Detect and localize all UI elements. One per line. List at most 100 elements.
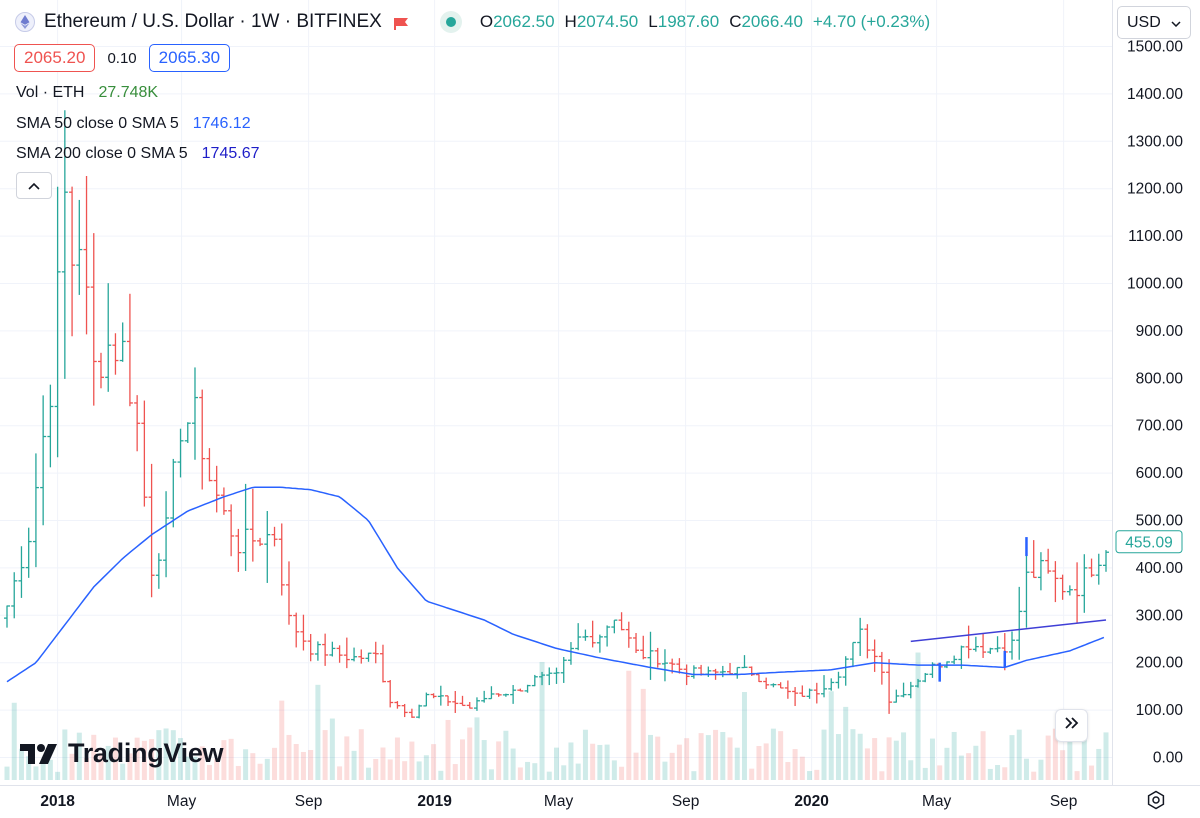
legend-volume-label: Vol · ETH bbox=[16, 84, 85, 101]
volume-bar bbox=[185, 756, 191, 780]
ohlc-bar bbox=[893, 689, 900, 703]
volume-bar bbox=[1103, 732, 1109, 780]
volume-bar bbox=[937, 765, 943, 780]
ohlc-bar bbox=[293, 612, 300, 648]
collapse-legend-button[interactable] bbox=[16, 172, 52, 199]
ohlc-bar bbox=[329, 641, 336, 657]
volume-bar bbox=[55, 771, 61, 780]
buy-price-button[interactable]: 2065.30 bbox=[148, 44, 231, 72]
volume-bar bbox=[944, 747, 950, 780]
currency-selector[interactable]: USD bbox=[1117, 6, 1191, 39]
flag-icon[interactable] bbox=[393, 15, 410, 30]
ohlc-bar bbox=[842, 656, 849, 686]
gear-icon[interactable] bbox=[1143, 787, 1169, 813]
volume-bar bbox=[929, 738, 935, 780]
ohlc-bar bbox=[647, 631, 654, 680]
volume-bar bbox=[445, 719, 451, 780]
ohlc-bar bbox=[213, 465, 220, 513]
ohlc-bar bbox=[452, 690, 459, 713]
ohlc-bar bbox=[163, 491, 170, 578]
chevron-up-icon bbox=[28, 177, 40, 195]
ohlc-bar bbox=[473, 697, 480, 711]
currency-label: USD bbox=[1127, 13, 1161, 31]
ohlc-bar bbox=[611, 619, 618, 634]
volume-bar bbox=[1002, 767, 1008, 780]
price-tick-label: 1000.00 bbox=[1127, 276, 1183, 293]
legend-volume[interactable]: Vol · ETH 27.748K bbox=[16, 84, 158, 102]
price-change: +4.70 (+0.23%) bbox=[812, 12, 931, 31]
ohlc-bar bbox=[625, 621, 632, 648]
price-axis[interactable]: 0.00 100.00 200.00 300.00 400.00 500.00 600.00… bbox=[1112, 0, 1200, 818]
ohlc-bar bbox=[466, 701, 473, 709]
ohlc-bar bbox=[155, 553, 162, 589]
ohlc-bar bbox=[900, 682, 907, 698]
chevron-down-icon bbox=[1171, 14, 1181, 32]
volume-bar bbox=[156, 730, 162, 780]
trendline bbox=[910, 619, 1107, 643]
ohlc-bar bbox=[633, 632, 640, 653]
price-tick-label: 400.00 bbox=[1136, 560, 1184, 577]
tradingview-logo-icon bbox=[20, 743, 57, 764]
volume-bar bbox=[11, 702, 17, 780]
time-tick-label: May bbox=[922, 793, 952, 810]
ohlc-bar bbox=[821, 675, 828, 698]
ohlc-bar bbox=[560, 656, 567, 683]
ohlc-bar bbox=[387, 679, 394, 708]
ohlc-bar bbox=[719, 665, 726, 678]
legend-sma50[interactable]: SMA 50 close 0 SMA 5 1746.12 bbox=[16, 115, 251, 133]
volume-bar bbox=[293, 743, 299, 780]
sma-lines bbox=[6, 486, 1107, 683]
volume-bar bbox=[510, 748, 516, 780]
ohlc-bar bbox=[1088, 558, 1095, 578]
tradingview-logo[interactable]: TradingView bbox=[20, 738, 224, 769]
legend-sma200[interactable]: SMA 200 close 0 SMA 5 1745.67 bbox=[16, 145, 260, 163]
volume-bar bbox=[279, 700, 285, 780]
volume-bar bbox=[814, 769, 820, 780]
volume-bar bbox=[84, 757, 90, 780]
ohlc-bar bbox=[582, 629, 589, 641]
volume-bar bbox=[525, 761, 531, 780]
volume-bar bbox=[1031, 771, 1037, 780]
ohlc-key: O bbox=[479, 12, 494, 31]
ohlc-bar bbox=[76, 199, 83, 295]
ohlc-value: 2062.50 bbox=[493, 12, 555, 31]
volume-bar bbox=[33, 766, 39, 780]
ohlc-bar bbox=[1052, 561, 1059, 603]
ohlc-bar bbox=[596, 634, 603, 653]
ohlc-bar bbox=[618, 612, 625, 631]
ohlc-bar bbox=[184, 422, 191, 444]
ohlc-bar bbox=[1037, 552, 1044, 591]
volume-bar bbox=[40, 763, 46, 780]
volume-bar bbox=[163, 728, 169, 780]
status-dot-icon[interactable] bbox=[439, 11, 462, 33]
symbol-title[interactable]: Ethereum / U.S. Dollar · 1W · BITFINEX bbox=[44, 11, 382, 32]
ohlc-bar bbox=[488, 686, 495, 700]
volume-bar bbox=[228, 738, 234, 780]
volume-bar bbox=[640, 688, 646, 780]
volume-bar bbox=[1023, 758, 1029, 780]
ohlc-bar bbox=[922, 672, 929, 683]
volume-bar bbox=[76, 732, 82, 780]
sell-price-button[interactable]: 2065.20 bbox=[14, 44, 96, 72]
volume-bar bbox=[272, 747, 278, 780]
volume-bar bbox=[474, 717, 480, 780]
time-tick-label: Sep bbox=[295, 793, 323, 810]
volume-bar bbox=[966, 753, 972, 780]
ohlc-bar bbox=[575, 623, 582, 651]
volume-bar bbox=[734, 747, 740, 780]
ohlc-bar bbox=[170, 458, 177, 528]
ohlc-bar bbox=[351, 647, 358, 662]
ohlc-bar bbox=[11, 572, 18, 619]
scroll-to-realtime-button[interactable] bbox=[1055, 709, 1088, 742]
volume-bar bbox=[561, 765, 567, 780]
ohlc-value: 2066.40 bbox=[741, 12, 803, 31]
volume-bar bbox=[546, 771, 552, 780]
time-axis[interactable]: 2018 May Sep 2019 May Sep 2020 May Sep bbox=[0, 780, 1200, 818]
ohlc-c: C2066.40 bbox=[729, 12, 803, 32]
ohlc-bar bbox=[531, 674, 538, 687]
ohlc-l: L1987.60 bbox=[648, 12, 719, 32]
volume-bar bbox=[322, 730, 328, 780]
ohlc-bar bbox=[148, 463, 155, 598]
volume-bar bbox=[770, 728, 776, 780]
